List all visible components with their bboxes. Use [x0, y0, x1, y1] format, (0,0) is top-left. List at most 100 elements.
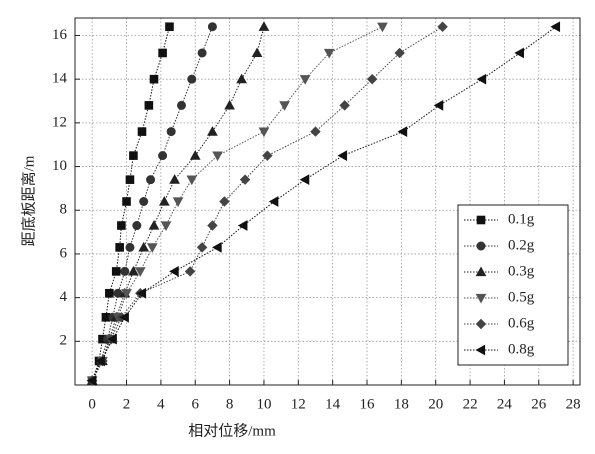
- y-tick-label: 16: [52, 27, 68, 43]
- marker: [186, 175, 198, 186]
- marker: [115, 243, 124, 252]
- series-line: [91, 26, 443, 381]
- x-tick-label: 28: [566, 396, 581, 412]
- series-line: [91, 26, 213, 381]
- legend-label: 0.6g: [508, 315, 535, 331]
- series-line: [91, 26, 170, 381]
- marker: [176, 100, 186, 110]
- marker: [339, 100, 350, 111]
- marker: [476, 215, 486, 225]
- marker: [137, 127, 147, 136]
- y-tick-label: 10: [52, 158, 67, 174]
- marker: [184, 266, 196, 277]
- marker: [146, 175, 156, 185]
- marker: [107, 333, 117, 345]
- marker: [437, 21, 448, 32]
- marker: [138, 241, 150, 252]
- marker: [169, 174, 180, 184]
- marker: [550, 21, 561, 33]
- marker: [149, 74, 159, 84]
- marker: [239, 174, 251, 185]
- x-tick-label: 20: [428, 396, 443, 412]
- x-tick-label: 18: [394, 396, 409, 412]
- marker: [111, 267, 121, 276]
- x-axis-label: 相对位移/mm: [188, 422, 276, 439]
- marker: [119, 311, 129, 323]
- x-tick-label: 26: [531, 396, 547, 412]
- marker: [172, 197, 184, 208]
- legend-label: 0.8g: [508, 341, 535, 357]
- marker: [86, 375, 97, 386]
- marker: [475, 318, 487, 330]
- marker: [237, 220, 248, 231]
- marker: [165, 22, 174, 32]
- marker: [433, 100, 444, 111]
- y-tick-label: 8: [60, 202, 68, 218]
- x-tick-label: 24: [497, 396, 513, 412]
- marker: [475, 344, 486, 356]
- marker: [224, 99, 235, 110]
- marker: [207, 126, 218, 136]
- x-tick-label: 14: [325, 396, 341, 412]
- legend: 0.1g 0.2g 0.3g 0.5g 0.6g 0.8g: [457, 204, 569, 366]
- marker: [366, 73, 378, 85]
- x-tick-label: 8: [226, 396, 234, 412]
- marker: [158, 195, 170, 206]
- marker: [268, 196, 279, 207]
- marker: [146, 243, 158, 253]
- marker: [212, 242, 222, 253]
- y-tick-label: 2: [60, 333, 68, 349]
- marker: [132, 221, 142, 231]
- marker: [148, 220, 160, 230]
- marker: [196, 242, 208, 253]
- legend-label: 0.2g: [508, 237, 535, 253]
- marker: [219, 196, 230, 207]
- marker: [125, 242, 135, 252]
- marker: [207, 22, 217, 32]
- x-tick-label: 22: [463, 396, 478, 412]
- marker: [258, 127, 270, 138]
- marker: [236, 73, 247, 84]
- x-tick-label: 4: [157, 396, 165, 412]
- marker: [323, 48, 335, 59]
- y-tick-label: 4: [60, 289, 68, 305]
- x-tick-label: 0: [88, 396, 96, 412]
- marker: [134, 267, 146, 277]
- marker: [160, 221, 172, 232]
- marker: [514, 47, 524, 59]
- legend-label: 0.1g: [508, 211, 535, 227]
- x-tick-label: 2: [123, 396, 131, 412]
- y-tick-label: 14: [52, 71, 68, 87]
- marker: [394, 47, 405, 59]
- marker: [121, 289, 132, 299]
- marker: [128, 265, 139, 276]
- series-line: [91, 26, 383, 381]
- marker: [337, 150, 348, 161]
- marker: [122, 197, 131, 206]
- marker: [262, 150, 273, 161]
- marker: [189, 150, 201, 160]
- marker: [212, 151, 223, 162]
- y-axis-label: 距底板距离/m: [19, 155, 37, 246]
- marker: [166, 127, 176, 137]
- marker: [187, 74, 197, 84]
- marker: [139, 197, 149, 206]
- marker: [125, 175, 135, 184]
- series-line: [91, 26, 265, 381]
- marker: [144, 101, 154, 110]
- marker: [279, 101, 290, 111]
- marker: [197, 48, 207, 58]
- marker: [299, 174, 310, 186]
- marker: [158, 48, 167, 58]
- marker: [158, 151, 168, 161]
- marker: [120, 266, 130, 276]
- marker: [310, 126, 321, 137]
- legend-box: [457, 204, 569, 366]
- marker: [397, 126, 408, 137]
- legend-label: 0.3g: [508, 263, 535, 279]
- marker: [207, 220, 218, 231]
- marker: [475, 293, 487, 304]
- y-tick-label: 12: [52, 114, 67, 130]
- x-tick-label: 12: [291, 396, 306, 412]
